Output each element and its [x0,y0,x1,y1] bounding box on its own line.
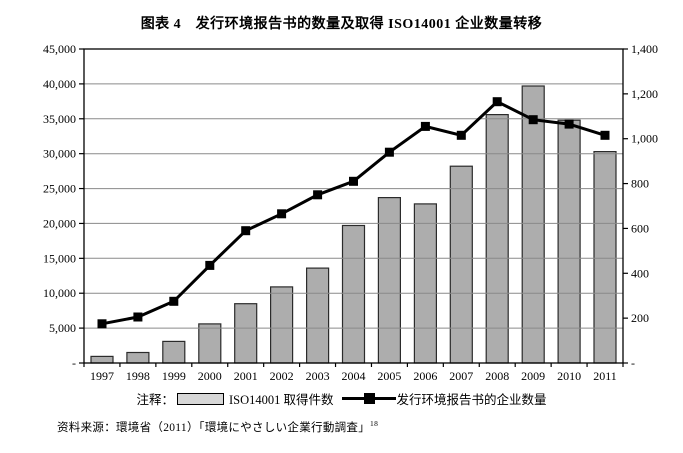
bar-2008 [485,113,509,364]
line-marker-2009 [528,115,538,125]
line-marker-2001 [241,226,251,236]
line-series-label: 发行环境报告书的企业数量 [396,393,547,407]
line-marker-icon [363,393,375,404]
x-axis-year-label: 2005 [377,369,401,383]
right-axis-tick-label: 1,200 [631,87,658,101]
source-text: 资料来源：環境省（2011）「環境にやさしい企業行動調査」 [57,422,371,434]
line-marker-2011 [600,130,610,140]
line-marker-2002 [277,209,287,219]
x-axis-year-label: 1998 [126,369,150,383]
combo-chart-svg: - 5,000 10,000 15,000 20,000 25,000 30,000 35,0… [43,42,658,383]
bar-2002 [270,286,294,364]
line-marker-1997 [97,319,107,329]
bar-2006 [413,203,437,364]
line-marker-1998 [133,312,143,322]
x-axis-year-label: 2010 [557,369,581,383]
left-axis-tick-label: - [72,356,76,370]
x-axis-year-label: 2003 [306,369,330,383]
bar-1997 [90,355,114,364]
left-axis-tick-label: 15,000 [43,251,76,265]
line-marker-2000 [205,260,215,270]
bar-2005 [377,197,401,364]
left-axis-tick-label: 20,000 [43,216,76,230]
x-axis-year-label: 2006 [413,369,437,383]
x-axis-year-label: 2009 [521,369,545,383]
left-axis-tick-label: 45,000 [43,42,76,56]
x-axis-year-label: 2008 [485,369,509,383]
bar-2004 [341,224,366,364]
x-axis-year-label: 2011 [593,369,617,383]
right-axis-tick-label: 600 [631,221,649,235]
bar-series-label: ISO14001 取得件数 [228,393,334,407]
plot-frame [83,48,624,364]
x-axis-year-label: 2001 [234,369,258,383]
x-axis-year-label: 1999 [162,369,186,383]
axes-group: - 5,000 10,000 15,000 20,000 25,000 30,000 35,0… [43,42,658,383]
line-series-group [97,97,610,329]
bar-2007 [449,165,473,364]
line-marker-2005 [384,147,394,157]
bar-2003 [306,267,330,364]
left-axis-tick-label: 25,000 [43,182,76,196]
bar-2011 [593,151,617,364]
chart-legend: 注释： ISO14001 取得件数 发行环境报告书的企业数量 [0,389,683,408]
right-axis-tick-label: 800 [631,177,649,191]
line-marker-2003 [313,190,323,200]
line-marker-2010 [564,119,574,129]
bar-2001 [234,303,258,364]
left-axis-tick-label: 30,000 [43,147,76,161]
bars-group [90,85,617,364]
left-axis-tick-label: 35,000 [43,112,76,126]
source-note: 资料来源：環境省（2011）「環境にやさしい企業行動調査」18 [57,419,378,435]
right-axis-tick-label: 1,000 [631,132,658,146]
x-axis-year-label: 1997 [90,369,114,383]
bar-2010 [557,119,581,364]
line-series-swatch-icon [341,393,396,404]
left-axis-tick-label: 5,000 [49,321,76,335]
right-axis-tick-label: - [631,356,635,370]
bar-2009 [521,85,545,364]
bar-series-swatch-icon [176,392,224,405]
line-marker-1999 [169,296,179,306]
line-marker-2007 [456,130,466,140]
x-axis-year-label: 2004 [342,369,366,383]
right-axis-tick-label: 1,400 [631,42,658,56]
line-marker-2008 [492,97,502,107]
x-axis-year-label: 2002 [270,369,294,383]
x-axis-year-label: 2000 [198,369,222,383]
left-axis-tick-label: 10,000 [43,286,76,300]
chart-title: 图表 4 发行环境报告书的数量及取得 ISO14001 企业数量转移 [140,17,543,32]
bar-1998 [126,351,150,364]
line-marker-2004 [349,176,358,186]
left-axis-tick-label: 40,000 [43,77,76,91]
footnote-reference: 18 [370,419,379,429]
right-axis-tick-label: 400 [631,266,649,280]
line-marker-2006 [420,121,430,131]
bar-1999 [162,340,186,364]
legend-prefix-label: 注释： [136,393,174,407]
bar-2000 [198,323,222,364]
right-axis-tick-label: 200 [631,311,649,325]
x-axis-year-label: 2007 [449,369,473,383]
